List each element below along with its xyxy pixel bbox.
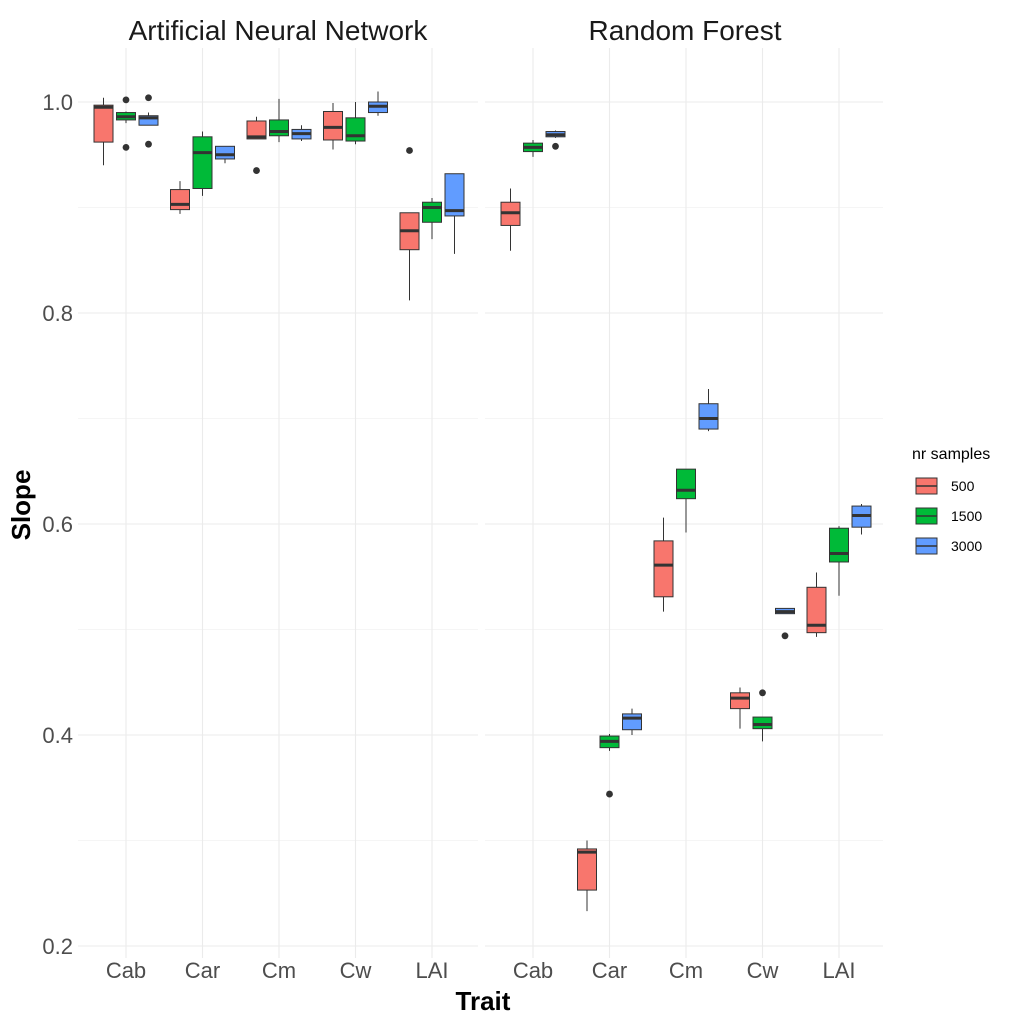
- legend-title: nr samples: [912, 446, 990, 463]
- box-3000: [215, 145, 235, 164]
- box-iqr: [444, 173, 465, 217]
- box-iqr: [323, 110, 343, 141]
- legend-items: 500 1500 3000: [915, 477, 982, 555]
- legend-label-3000: 3000: [951, 538, 982, 554]
- outlier-point: [406, 147, 413, 154]
- y-tick-label: 0.8: [42, 301, 73, 326]
- box-1500: [116, 96, 136, 151]
- outlier-point: [122, 96, 130, 104]
- legend-label-1500: 1500: [951, 508, 982, 524]
- box-3000: [775, 607, 795, 640]
- x-axis-title: Trait: [456, 986, 511, 1016]
- box-500: [577, 840, 597, 912]
- x-tick-label: LAI: [822, 958, 855, 983]
- x-tick-labels: Cab Car Cm Cw LAI Cab Car Cm Cw LAI: [106, 958, 856, 983]
- box-iqr: [730, 692, 750, 710]
- box-3000: [622, 708, 642, 735]
- y-tick-labels: 0.2 0.4 0.6 0.8 1.0: [42, 90, 73, 959]
- box-3000: [851, 503, 872, 535]
- box-iqr: [829, 527, 849, 563]
- box-3000: [444, 173, 465, 254]
- box-iqr: [170, 189, 190, 211]
- x-tick-label: Cab: [513, 958, 553, 983]
- box-iqr: [676, 468, 696, 500]
- y-tick-label: 0.2: [42, 934, 73, 959]
- box-iqr: [422, 201, 442, 223]
- y-tick-label: 1.0: [42, 90, 73, 115]
- box-1500: [345, 102, 366, 145]
- x-tick-label: Cab: [106, 958, 146, 983]
- y-axis-title: Slope: [6, 470, 36, 541]
- box-1500: [676, 468, 696, 533]
- outlier-point: [606, 790, 613, 798]
- outlier-point: [759, 689, 766, 697]
- box-3000: [545, 130, 566, 150]
- box-500: [730, 687, 750, 729]
- box-3000: [368, 91, 388, 116]
- box-iqr: [93, 104, 114, 143]
- outlier-point: [122, 143, 130, 151]
- box-500: [170, 181, 190, 214]
- x-tick-label: Car: [185, 958, 220, 983]
- box-iqr: [215, 145, 235, 160]
- box-500: [653, 517, 674, 612]
- box-500: [806, 572, 827, 637]
- box-iqr: [622, 713, 642, 731]
- x-tick-label: Car: [592, 958, 627, 983]
- box-1500: [422, 198, 442, 240]
- box-1500: [829, 526, 849, 596]
- box-iqr: [246, 120, 267, 140]
- box-iqr: [653, 540, 674, 598]
- box-iqr: [269, 119, 289, 137]
- panel-title-rf: Random Forest: [589, 15, 782, 46]
- box-iqr: [806, 586, 827, 634]
- x-tick-label: Cm: [669, 958, 703, 983]
- y-tick-label: 0.4: [42, 723, 73, 748]
- box-1500: [269, 98, 289, 143]
- box-3000: [291, 125, 312, 142]
- legend-label-500: 500: [951, 478, 975, 494]
- box-iqr: [138, 115, 159, 126]
- x-tick-label: Cm: [262, 958, 296, 983]
- box-iqr: [698, 403, 719, 430]
- box-500: [500, 188, 521, 251]
- outlier-point: [253, 167, 260, 174]
- box-iqr: [577, 848, 597, 891]
- box-iqr: [752, 716, 773, 730]
- x-tick-label: Cw: [747, 958, 779, 983]
- box-500: [323, 103, 343, 150]
- x-tick-label: LAI: [415, 958, 448, 983]
- outlier-point: [781, 632, 789, 640]
- outlier-point: [145, 94, 152, 102]
- box-1500: [192, 131, 213, 196]
- box-layer: [93, 91, 872, 912]
- box-1500: [599, 733, 620, 798]
- box-iqr: [192, 136, 213, 190]
- y-tick-label: 0.6: [42, 512, 73, 537]
- box-1500: [523, 139, 543, 157]
- box-3000: [138, 94, 159, 148]
- x-tick-label: Cw: [340, 958, 372, 983]
- outlier-point: [145, 140, 152, 148]
- box-500: [399, 147, 420, 301]
- outlier-point: [552, 142, 559, 150]
- grid-layer: [78, 48, 883, 958]
- panel-title-ann: Artificial Neural Network: [129, 15, 429, 46]
- box-3000: [698, 388, 719, 432]
- box-500: [246, 116, 267, 174]
- legend: nr samples 500 1500 3000: [912, 446, 990, 555]
- box-500: [93, 97, 114, 166]
- box-iqr: [345, 117, 366, 142]
- box-1500: [752, 689, 773, 742]
